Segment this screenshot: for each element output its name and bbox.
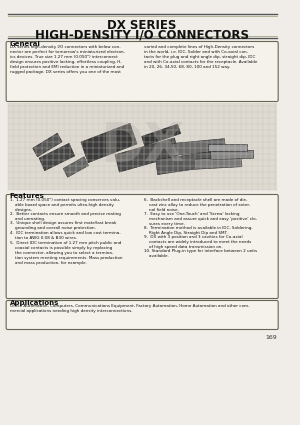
FancyBboxPatch shape	[6, 300, 278, 329]
Text: DX SERIES: DX SERIES	[107, 19, 177, 32]
Text: General: General	[10, 41, 40, 47]
FancyBboxPatch shape	[6, 42, 278, 102]
Polygon shape	[142, 124, 181, 146]
Text: DX: DX	[100, 120, 184, 172]
Polygon shape	[208, 144, 248, 150]
Polygon shape	[156, 151, 214, 175]
Text: Office Automation, Computers, Communications Equipment, Factory Automation, Home: Office Automation, Computers, Communicat…	[11, 304, 250, 313]
Polygon shape	[39, 143, 75, 171]
Text: Features: Features	[10, 193, 44, 199]
Polygon shape	[211, 150, 254, 160]
FancyBboxPatch shape	[6, 195, 278, 298]
Text: 5.  Direct IDC termination of 1.27 mm pitch public and
    coaxial contacts is p: 5. Direct IDC termination of 1.27 mm pit…	[11, 241, 123, 265]
Text: Applications: Applications	[10, 300, 59, 306]
Text: 8.  Termination method is available in IDC, Soldering,
    Right Angle Dip, Stra: 8. Termination method is available in ID…	[144, 226, 253, 235]
Text: 9.  DX with 3 position and 3 cavities for Co-axial
    contacts are widely intro: 9. DX with 3 position and 3 cavities for…	[144, 235, 251, 249]
Text: HIGH-DENSITY I/O CONNECTORS: HIGH-DENSITY I/O CONNECTORS	[35, 28, 249, 41]
Polygon shape	[33, 133, 62, 157]
Polygon shape	[63, 157, 88, 177]
Text: 169: 169	[265, 335, 277, 340]
Polygon shape	[194, 157, 242, 169]
Polygon shape	[172, 139, 226, 156]
Text: varied and complete lines of High-Density connectors
in the world, i.e. IDC, Sol: varied and complete lines of High-Densit…	[144, 45, 257, 69]
Bar	[8, 103, 277, 190]
Text: 3.  Unique shell design assures first mate/last break
    grounding and overall : 3. Unique shell design assures first mat…	[11, 221, 117, 230]
Text: DX series high-density I/O connectors with below con-
nector are perfect for tom: DX series high-density I/O connectors wi…	[11, 45, 126, 74]
Text: 6.  Backshell and receptacle shell are made of die-
    cast zinc alloy to reduc: 6. Backshell and receptacle shell are ma…	[144, 198, 250, 212]
Text: 4.  IDC termination allows quick and low cost termina-
    tion to AWG 0.08 & B3: 4. IDC termination allows quick and low …	[11, 231, 121, 240]
Text: 7.  Easy to use 'One-Touch' and 'Screw' locking
    mechanism and assure quick a: 7. Easy to use 'One-Touch' and 'Screw' l…	[144, 212, 257, 226]
Text: 1.  1.27 mm (0.050") contact spacing conserves valu-
    able board space and pe: 1. 1.27 mm (0.050") contact spacing cons…	[11, 198, 121, 212]
Polygon shape	[115, 138, 179, 172]
Polygon shape	[81, 123, 137, 163]
Text: 10. Standard Plug-in type for interface between 2 units
    available.: 10. Standard Plug-in type for interface …	[144, 249, 257, 258]
Text: 2.  Better contacts ensure smooth and precise mating
    and unmating.: 2. Better contacts ensure smooth and pre…	[11, 212, 121, 221]
